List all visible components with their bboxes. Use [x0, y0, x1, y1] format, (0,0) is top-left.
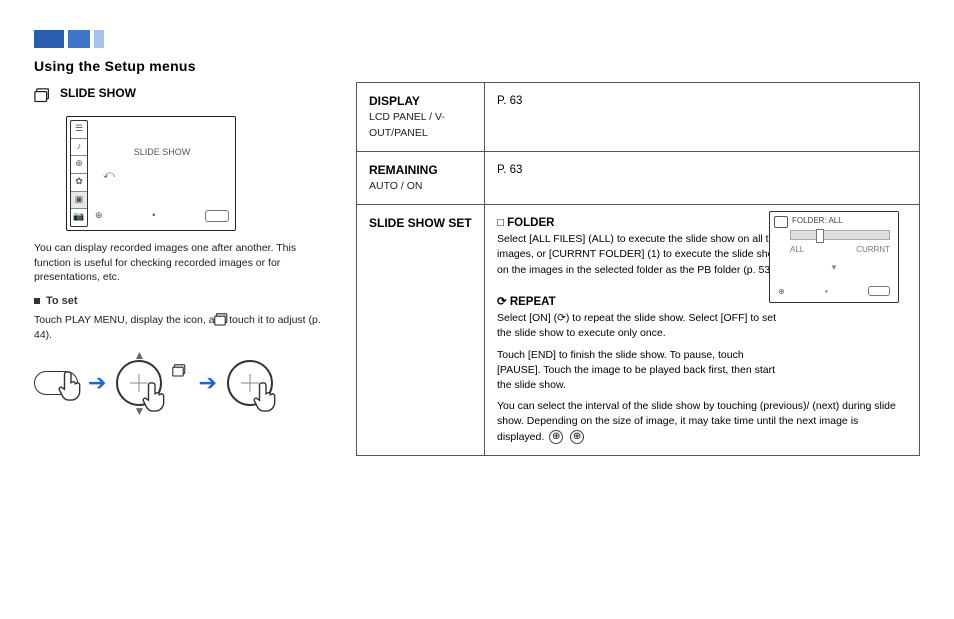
mini-cam-bar: [790, 230, 890, 240]
mc-ok-button: [868, 286, 890, 296]
option-name: REMAINING: [369, 162, 472, 179]
cam-side-icon: ✿: [71, 174, 87, 192]
mc-arrow-icon: ▼: [770, 262, 898, 274]
cam-ok-button: [205, 210, 229, 222]
slideshow-set-screen: FOLDER: ALL ALL CURRNT ▼ ⊕ •: [769, 211, 899, 303]
slideshow-caption: You can display recorded images one afte…: [34, 241, 334, 285]
touch-sequence: ➔ ▲ ▼ ➔: [34, 360, 334, 406]
cam-side-icon: ⊕: [71, 156, 87, 174]
cam-side-icon: ☰: [71, 121, 87, 139]
hand-icon: [253, 380, 279, 414]
arrow-right-icon: ➔: [198, 372, 216, 394]
header-bar-2: [68, 30, 90, 48]
option-values: LCD PANEL / V-OUT/PANEL: [369, 110, 472, 140]
option-values: AUTO / ON: [369, 179, 472, 194]
mc-tick: CURRNT: [856, 244, 890, 256]
repeat-sub-label: ⟳ REPEAT: [497, 296, 556, 308]
repeat-body-3: You can select the interval of the slide…: [497, 399, 907, 445]
bullet-icon: [34, 298, 40, 304]
prev-icon: ⊕: [549, 430, 563, 444]
to-set-body: Touch PLAY MENU, display the icon, and t…: [34, 313, 334, 342]
option-ref: P. 63: [485, 151, 920, 205]
header-bars: [34, 30, 920, 48]
mc-tick: ALL: [790, 244, 804, 256]
next-icon: ⊕: [570, 430, 584, 444]
table-row: SLIDE SHOW SET FOLDER: ALL ALL CURRNT: [357, 205, 920, 455]
cam-bottom-dot-icon: •: [152, 210, 155, 226]
hand-icon: [142, 380, 168, 414]
folder-body: Select [ALL FILES] (ALL) to execute the …: [497, 232, 787, 278]
arrow-up-icon: ▲: [133, 348, 145, 362]
table-row: DISPLAY LCD PANEL / V-OUT/PANEL P. 63: [357, 83, 920, 152]
cam-body-label: SLIDE SHOW: [95, 147, 229, 157]
slides-icon: [34, 88, 52, 104]
return-icon: ⤺: [103, 169, 115, 182]
cam-side-icon-selected: ▣: [71, 192, 87, 210]
repeat-body-2: Touch [END] to finish the slide show. To…: [497, 348, 787, 394]
cam-side-icon: 📷: [71, 209, 87, 226]
header-bar-1: [34, 30, 64, 48]
slides-icon-small: [172, 364, 188, 378]
mc-dot-icon: •: [825, 286, 828, 298]
folder-icon: [774, 216, 788, 228]
option-name: SLIDE SHOW SET: [369, 215, 472, 232]
header-bar-3: [94, 30, 104, 48]
mc-move-icon: ⊕: [778, 286, 785, 298]
mini-cam-title: FOLDER: ALL: [792, 215, 843, 227]
folder-sub-label: □ FOLDER: [497, 217, 554, 229]
settings-table: DISPLAY LCD PANEL / V-OUT/PANEL P. 63 RE…: [356, 82, 920, 456]
page-title: Using the Setup menus: [34, 58, 196, 74]
slides-icon-inline: [214, 313, 230, 327]
to-set-text: Touch PLAY MENU, display the icon, and t…: [34, 314, 321, 341]
repeat-body-1: Select [ON] (⟳) to repeat the slide show…: [497, 311, 787, 341]
camera-lcd-sample: ☰ ♪ ⊕ ✿ ▣ 📷 SLIDE SHOW ⤺ ⊕ •: [66, 116, 236, 231]
option-name: DISPLAY: [369, 93, 472, 110]
arrow-right-icon: ➔: [88, 372, 106, 394]
table-row: REMAINING AUTO / ON P. 63: [357, 151, 920, 205]
slideshow-label: SLIDE SHOW: [60, 86, 136, 100]
cam-bottom-move-icon: ⊕: [95, 210, 103, 226]
hand-icon: [58, 369, 84, 403]
option-ref: P. 63: [485, 83, 920, 152]
to-set-label: To set: [46, 295, 78, 307]
cam-side-icon: ♪: [71, 139, 87, 157]
